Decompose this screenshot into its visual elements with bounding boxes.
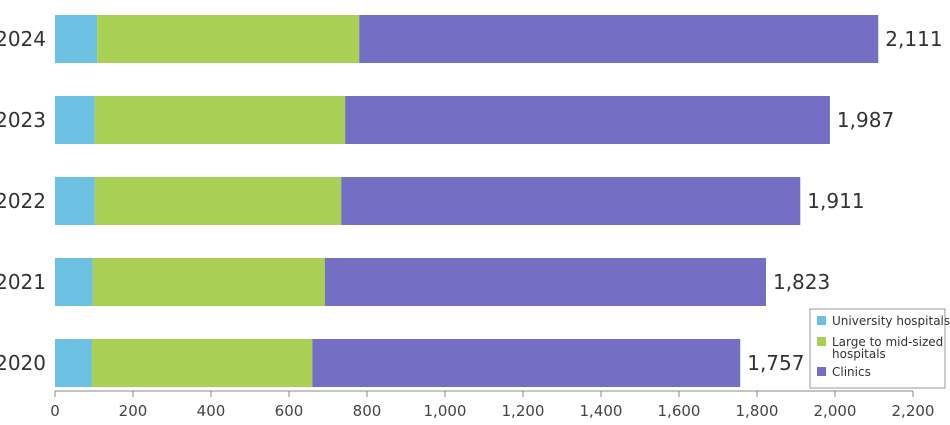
x-tick-label-0: 0 bbox=[50, 402, 60, 420]
bar-segment-2021-3 bbox=[324, 258, 766, 306]
bar-segment-2024-2 bbox=[97, 15, 360, 63]
bar-segment-2023-1 bbox=[55, 96, 95, 144]
legend-swatch-1 bbox=[817, 316, 826, 325]
legend-label-1: University hospitals bbox=[832, 314, 950, 328]
bar-segment-2020-1 bbox=[55, 339, 93, 387]
bar-segment-2022-1 bbox=[55, 177, 95, 225]
bar-segment-2023-3 bbox=[345, 96, 830, 144]
bar-segment-2020-2 bbox=[92, 339, 313, 387]
bar-segment-2022-2 bbox=[94, 177, 342, 225]
x-tick-label-1800: 1,800 bbox=[736, 402, 779, 420]
bar-segment-2021-1 bbox=[55, 258, 93, 306]
x-tick-label-800: 800 bbox=[353, 402, 382, 420]
category-labels: 2024 2023 2022 2021 2020 bbox=[0, 27, 46, 375]
bars-layer bbox=[55, 15, 879, 387]
x-tick-label-1200: 1,200 bbox=[502, 402, 545, 420]
legend-swatch-3 bbox=[817, 367, 826, 376]
total-label-2023: 1,987 bbox=[837, 108, 894, 132]
total-label-2024: 2,111 bbox=[885, 27, 942, 51]
total-label-2022: 1,911 bbox=[807, 189, 864, 213]
category-label-2024: 2024 bbox=[0, 27, 46, 51]
legend: University hospitals Large to mid-sized ho… bbox=[809, 308, 950, 389]
category-label-2020: 2020 bbox=[0, 351, 46, 375]
bar-segment-2024-3 bbox=[359, 15, 879, 63]
x-axis: 0 200 400 600 800 1,000 1,200 1,400 1,600 1,800 2,… bbox=[50, 390, 935, 420]
x-tick-label-1400: 1,400 bbox=[580, 402, 623, 420]
x-tick-label-1000: 1,000 bbox=[424, 402, 467, 420]
x-tick-label-200: 200 bbox=[119, 402, 148, 420]
legend-swatch-2 bbox=[817, 337, 826, 346]
total-label-2020: 1,757 bbox=[747, 351, 804, 375]
total-labels: 2,111 1,987 1,911 1,823 1,757 bbox=[747, 27, 942, 375]
category-label-2021: 2021 bbox=[0, 270, 46, 294]
bar-segment-2023-2 bbox=[94, 96, 346, 144]
x-tick-label-600: 600 bbox=[275, 402, 304, 420]
category-label-2023: 2023 bbox=[0, 108, 46, 132]
legend-label-2: Large to mid-sized hospitals bbox=[832, 335, 943, 361]
bar-segment-2022-3 bbox=[341, 177, 801, 225]
x-tick-label-400: 400 bbox=[197, 402, 226, 420]
category-label-2022: 2022 bbox=[0, 189, 46, 213]
legend-box bbox=[809, 308, 946, 389]
x-tick-label-2200: 2,200 bbox=[892, 402, 935, 420]
bar-segment-2021-2 bbox=[92, 258, 325, 306]
bar-segment-2020-3 bbox=[312, 339, 741, 387]
bar-segment-2024-1 bbox=[55, 15, 98, 63]
x-tick-label-2000: 2,000 bbox=[814, 402, 857, 420]
x-tick-label-1600: 1,600 bbox=[658, 402, 701, 420]
legend-label-3: Clinics bbox=[832, 365, 871, 379]
total-label-2021: 1,823 bbox=[773, 270, 830, 294]
